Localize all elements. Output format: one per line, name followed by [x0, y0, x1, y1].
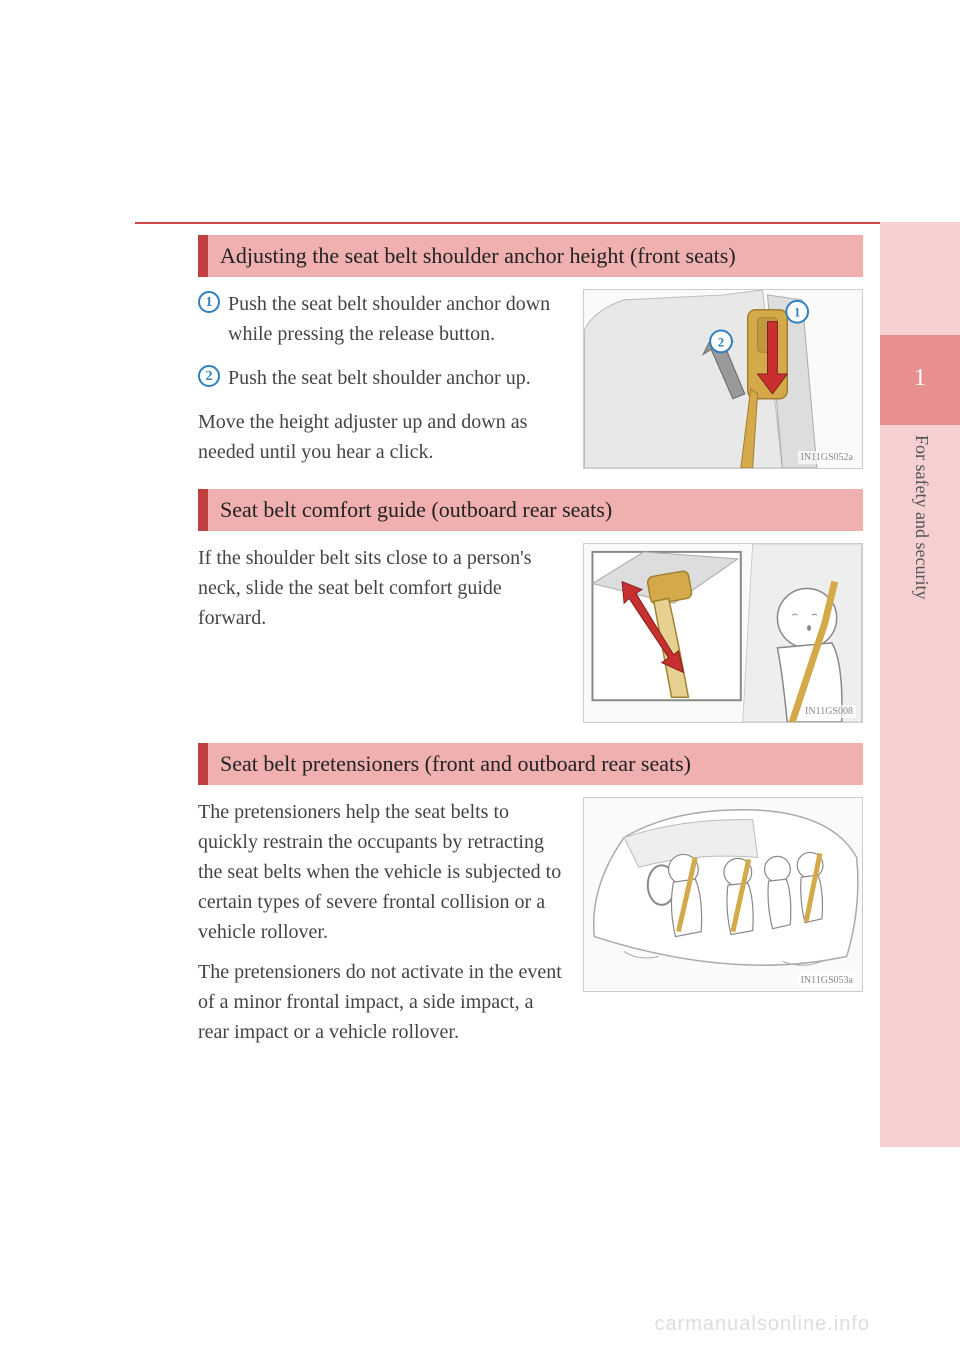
section-paragraph: The pretensioners help the seat belts to… [198, 797, 565, 947]
section-header: Seat belt comfort guide (outboard rear s… [198, 489, 863, 531]
svg-text:1: 1 [794, 306, 800, 320]
main-content: Adjusting the seat belt shoulder anchor … [198, 235, 863, 1067]
sidebar-chapter-number: 1 [880, 365, 960, 392]
list-item: 2 Push the seat belt shoulder anchor up. [198, 363, 565, 393]
svg-text:2: 2 [718, 335, 724, 349]
step-number-icon: 2 [198, 365, 220, 387]
sidebar-chapter-label: For safety and security [911, 435, 932, 599]
section-footer-text: Move the height adjuster up and down as … [198, 407, 565, 467]
section-header: Seat belt pretensioners (front and outbo… [198, 743, 863, 785]
section-comfort-guide: Seat belt comfort guide (outboard rear s… [198, 489, 863, 723]
section-text: The pretensioners help the seat belts to… [198, 797, 573, 1047]
header-divider [135, 222, 880, 224]
illustration-pretensioners: IN11GS053a [583, 797, 863, 992]
illustration-shoulder-anchor: 1 2 IN11GS052a [583, 289, 863, 469]
illustration-comfort-guide: IN11GS008 [583, 543, 863, 723]
step-text: Push the seat belt shoulder anchor down … [228, 289, 565, 349]
step-text: Push the seat belt shoulder anchor up. [228, 363, 565, 393]
list-item: 1 Push the seat belt shoulder anchor dow… [198, 289, 565, 349]
step-number-icon: 1 [198, 291, 220, 313]
section-text: If the shoulder belt sits close to a per… [198, 543, 573, 723]
section-header: Adjusting the seat belt shoulder anchor … [198, 235, 863, 277]
section-paragraph: The pretensioners do not activate in the… [198, 957, 565, 1047]
section-pretensioners: Seat belt pretensioners (front and outbo… [198, 743, 863, 1047]
image-id-label: IN11GS053a [798, 974, 856, 987]
section-text: 1 Push the seat belt shoulder anchor dow… [198, 289, 573, 469]
section-shoulder-anchor: Adjusting the seat belt shoulder anchor … [198, 235, 863, 469]
image-id-label: IN11GS008 [802, 705, 856, 718]
watermark-text: carmanualsonline.info [654, 1313, 870, 1336]
image-id-label: IN11GS052a [798, 451, 856, 464]
